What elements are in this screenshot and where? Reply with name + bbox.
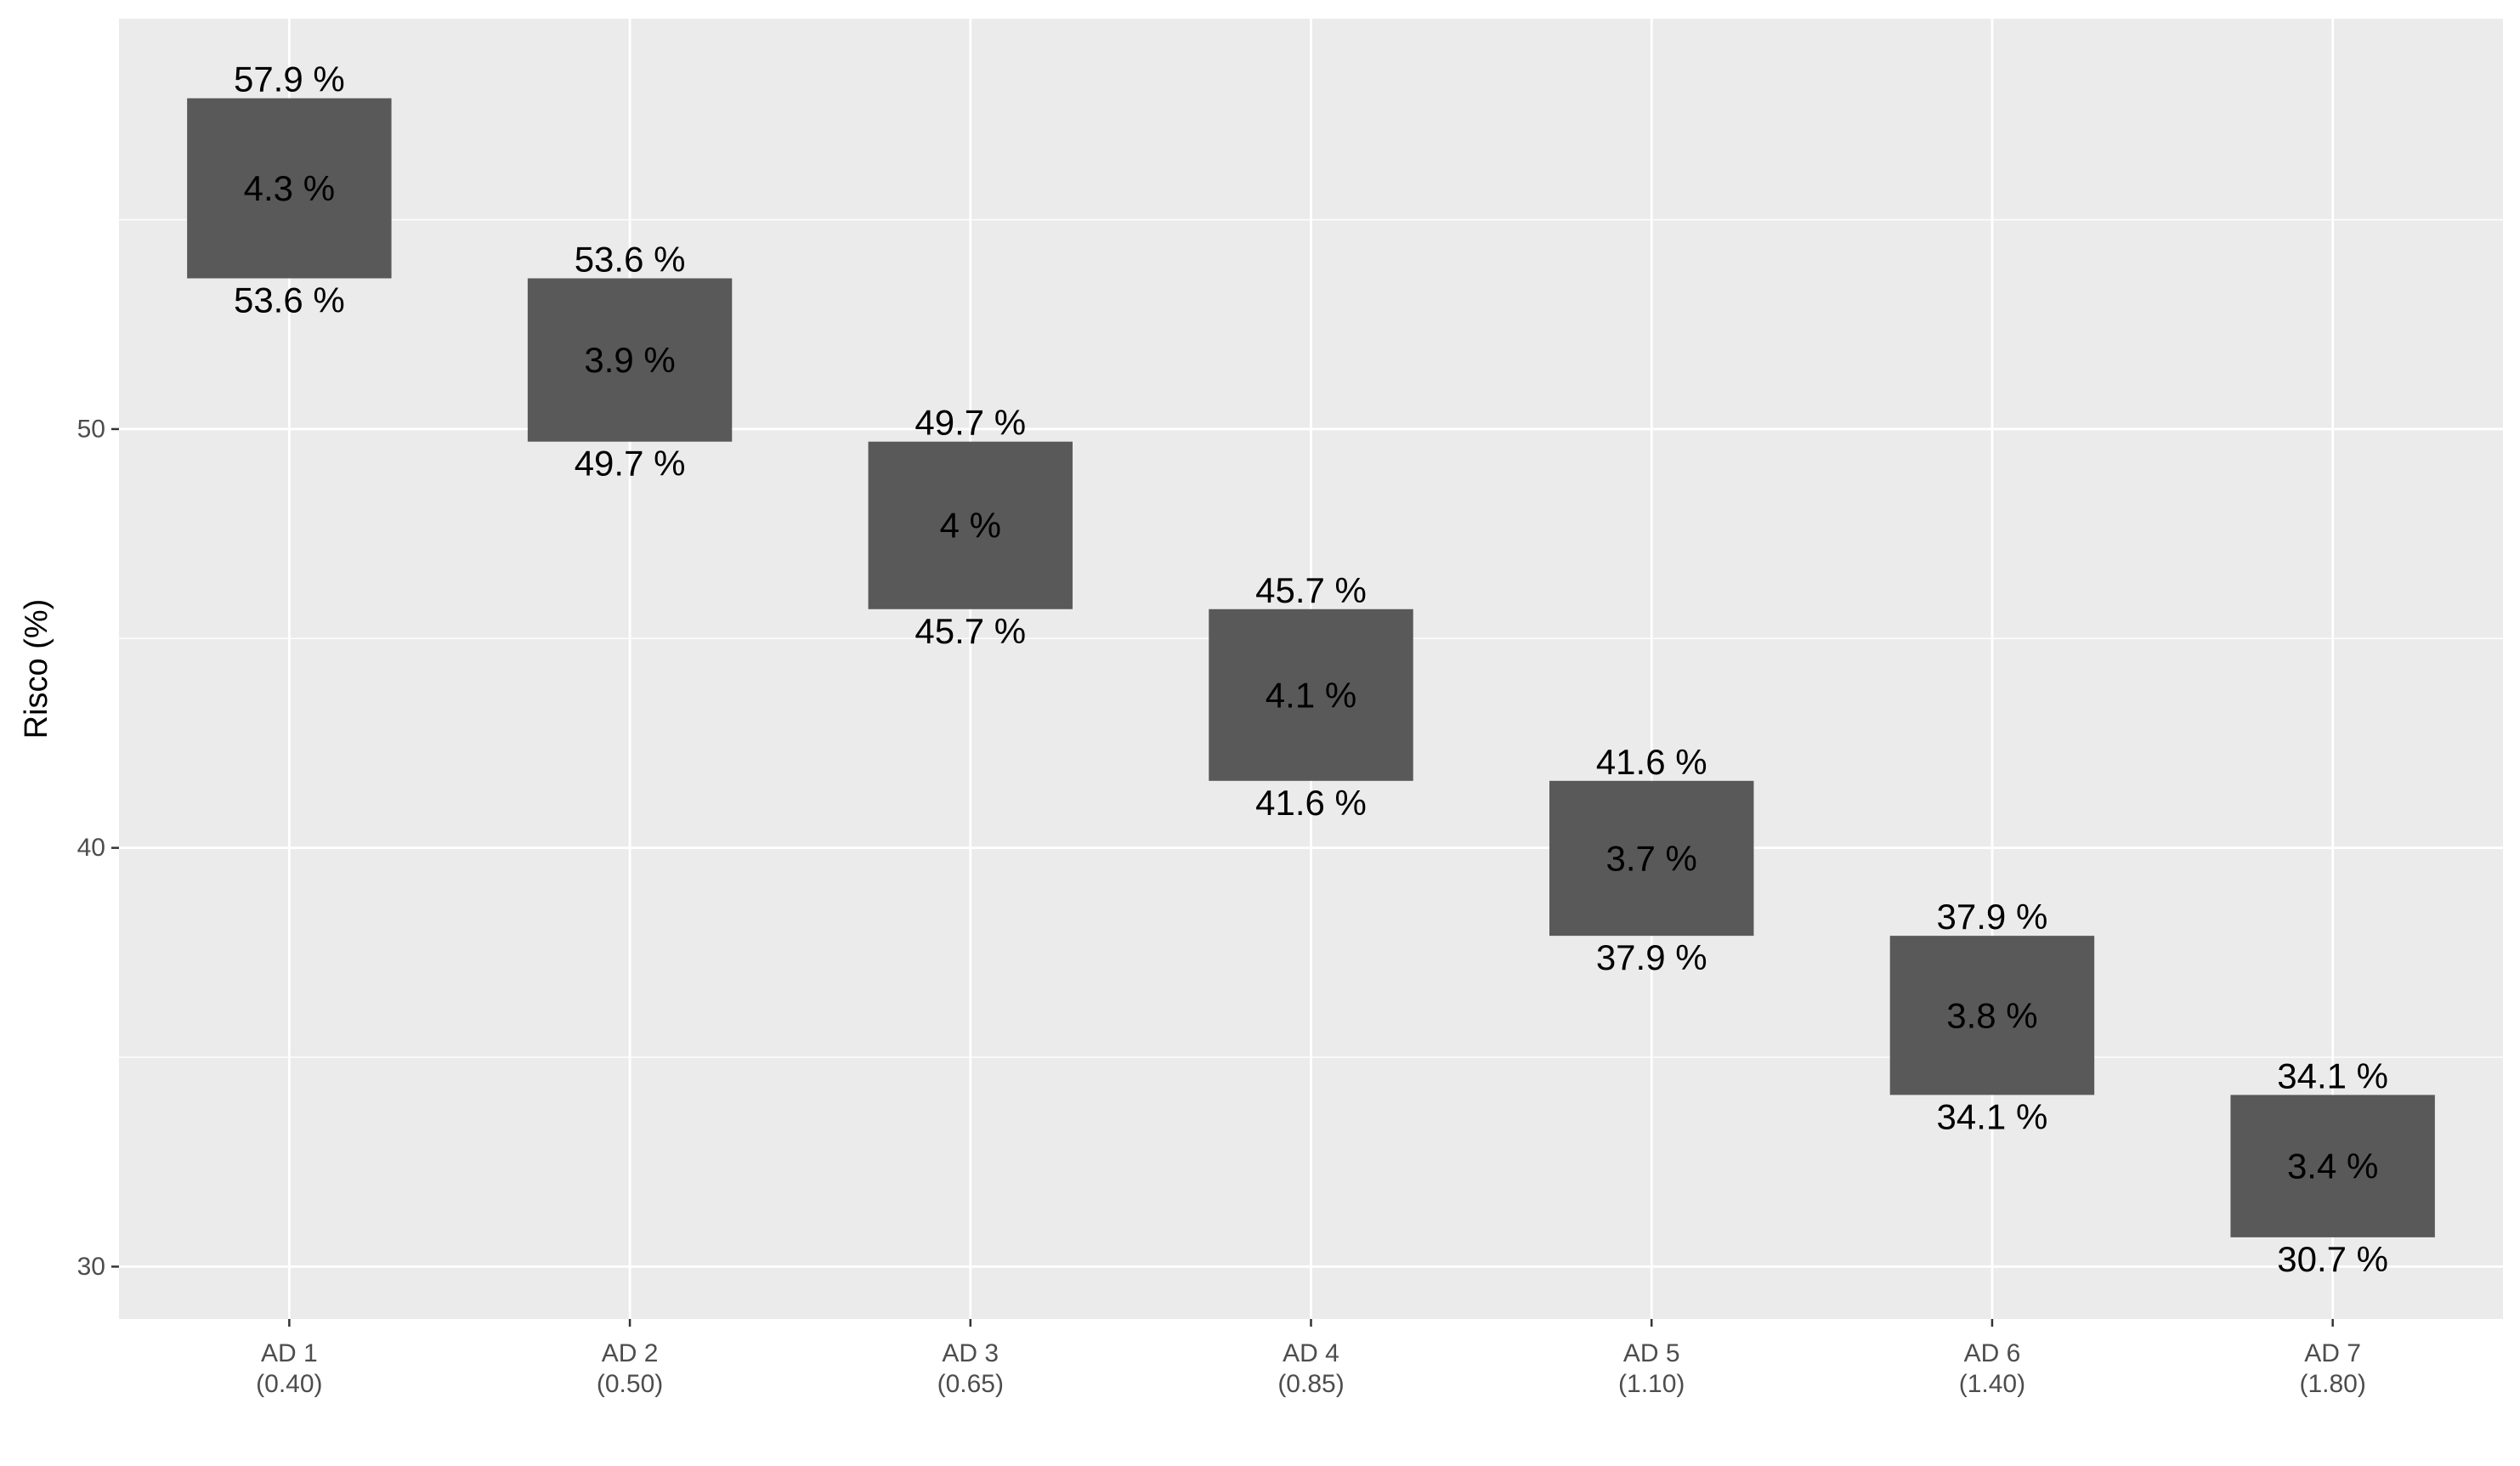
y-tick-label: 30 xyxy=(77,1253,105,1281)
bar xyxy=(1889,936,2095,1095)
data-labels: 57.9 % 4.3 % 53.6 % 53.6 % 3.9 % 49.7 % 49.7 %… xyxy=(234,59,2388,1279)
x-tick-label: AD 5 xyxy=(1623,1339,1680,1367)
y-axis: 30 40 50 xyxy=(77,415,119,1281)
bar-difference-label: 3.4 % xyxy=(2287,1146,2378,1186)
bar xyxy=(1209,608,1413,781)
bar-bottom-label: 45.7 % xyxy=(915,611,1026,651)
bar-top-label: 57.9 % xyxy=(234,59,345,99)
bar-difference-label: 3.8 % xyxy=(1946,995,2037,1035)
y-tick-label: 50 xyxy=(77,415,105,443)
x-tick-label: AD 6 xyxy=(1964,1339,2021,1367)
x-tick-label: (0.50) xyxy=(597,1370,663,1398)
bar-top-label: 53.6 % xyxy=(575,240,686,280)
x-tick-label: AD 4 xyxy=(1283,1339,1339,1367)
bar-difference-label: 4.1 % xyxy=(1266,675,1356,715)
bar-top-label: 34.1 % xyxy=(2277,1056,2388,1095)
bar-difference-label: 3.9 % xyxy=(584,340,675,380)
x-tick-label: AD 3 xyxy=(942,1339,999,1367)
bar-bottom-label: 37.9 % xyxy=(1596,937,1707,977)
bars xyxy=(187,98,2435,1237)
x-tick-label: AD 2 xyxy=(602,1339,659,1367)
bar-top-label: 41.6 % xyxy=(1596,742,1707,782)
bar-bottom-label: 30.7 % xyxy=(2277,1239,2388,1279)
x-tick-label: (1.40) xyxy=(1959,1370,2025,1398)
bar-bottom-label: 53.6 % xyxy=(234,280,345,320)
x-tick-label: AD 1 xyxy=(261,1339,318,1367)
x-tick-label: (0.85) xyxy=(1277,1370,1344,1398)
x-tick-label: (1.10) xyxy=(1618,1370,1685,1398)
bar-difference-label: 4 % xyxy=(940,506,1001,546)
y-axis-title: Risco (%) xyxy=(19,599,54,739)
bar xyxy=(1549,780,1754,937)
x-tick-label: (1.80) xyxy=(2299,1370,2365,1398)
bar-bottom-label: 41.6 % xyxy=(1255,783,1367,823)
x-tick-label: (0.40) xyxy=(256,1370,322,1398)
bar xyxy=(2230,1095,2435,1237)
x-tick-label: AD 7 xyxy=(2304,1339,2361,1367)
bar xyxy=(187,98,392,279)
x-axis: AD 1 (0.40) AD 2 (0.50) AD 3 (0.65) AD 4 (0.85)… xyxy=(256,1319,2366,1398)
bar-difference-label: 3.7 % xyxy=(1606,838,1697,878)
bar-difference-label: 4.3 % xyxy=(244,168,335,208)
x-tick-label: (0.65) xyxy=(937,1370,1004,1398)
bar-bottom-label: 49.7 % xyxy=(575,444,686,484)
bar xyxy=(527,278,733,442)
bar-top-label: 49.7 % xyxy=(915,403,1026,443)
y-tick-label: 40 xyxy=(77,834,105,862)
bar-top-label: 45.7 % xyxy=(1255,570,1367,610)
bar xyxy=(868,441,1073,609)
bar-bottom-label: 34.1 % xyxy=(1937,1096,2048,1136)
bar-top-label: 37.9 % xyxy=(1937,897,2048,937)
